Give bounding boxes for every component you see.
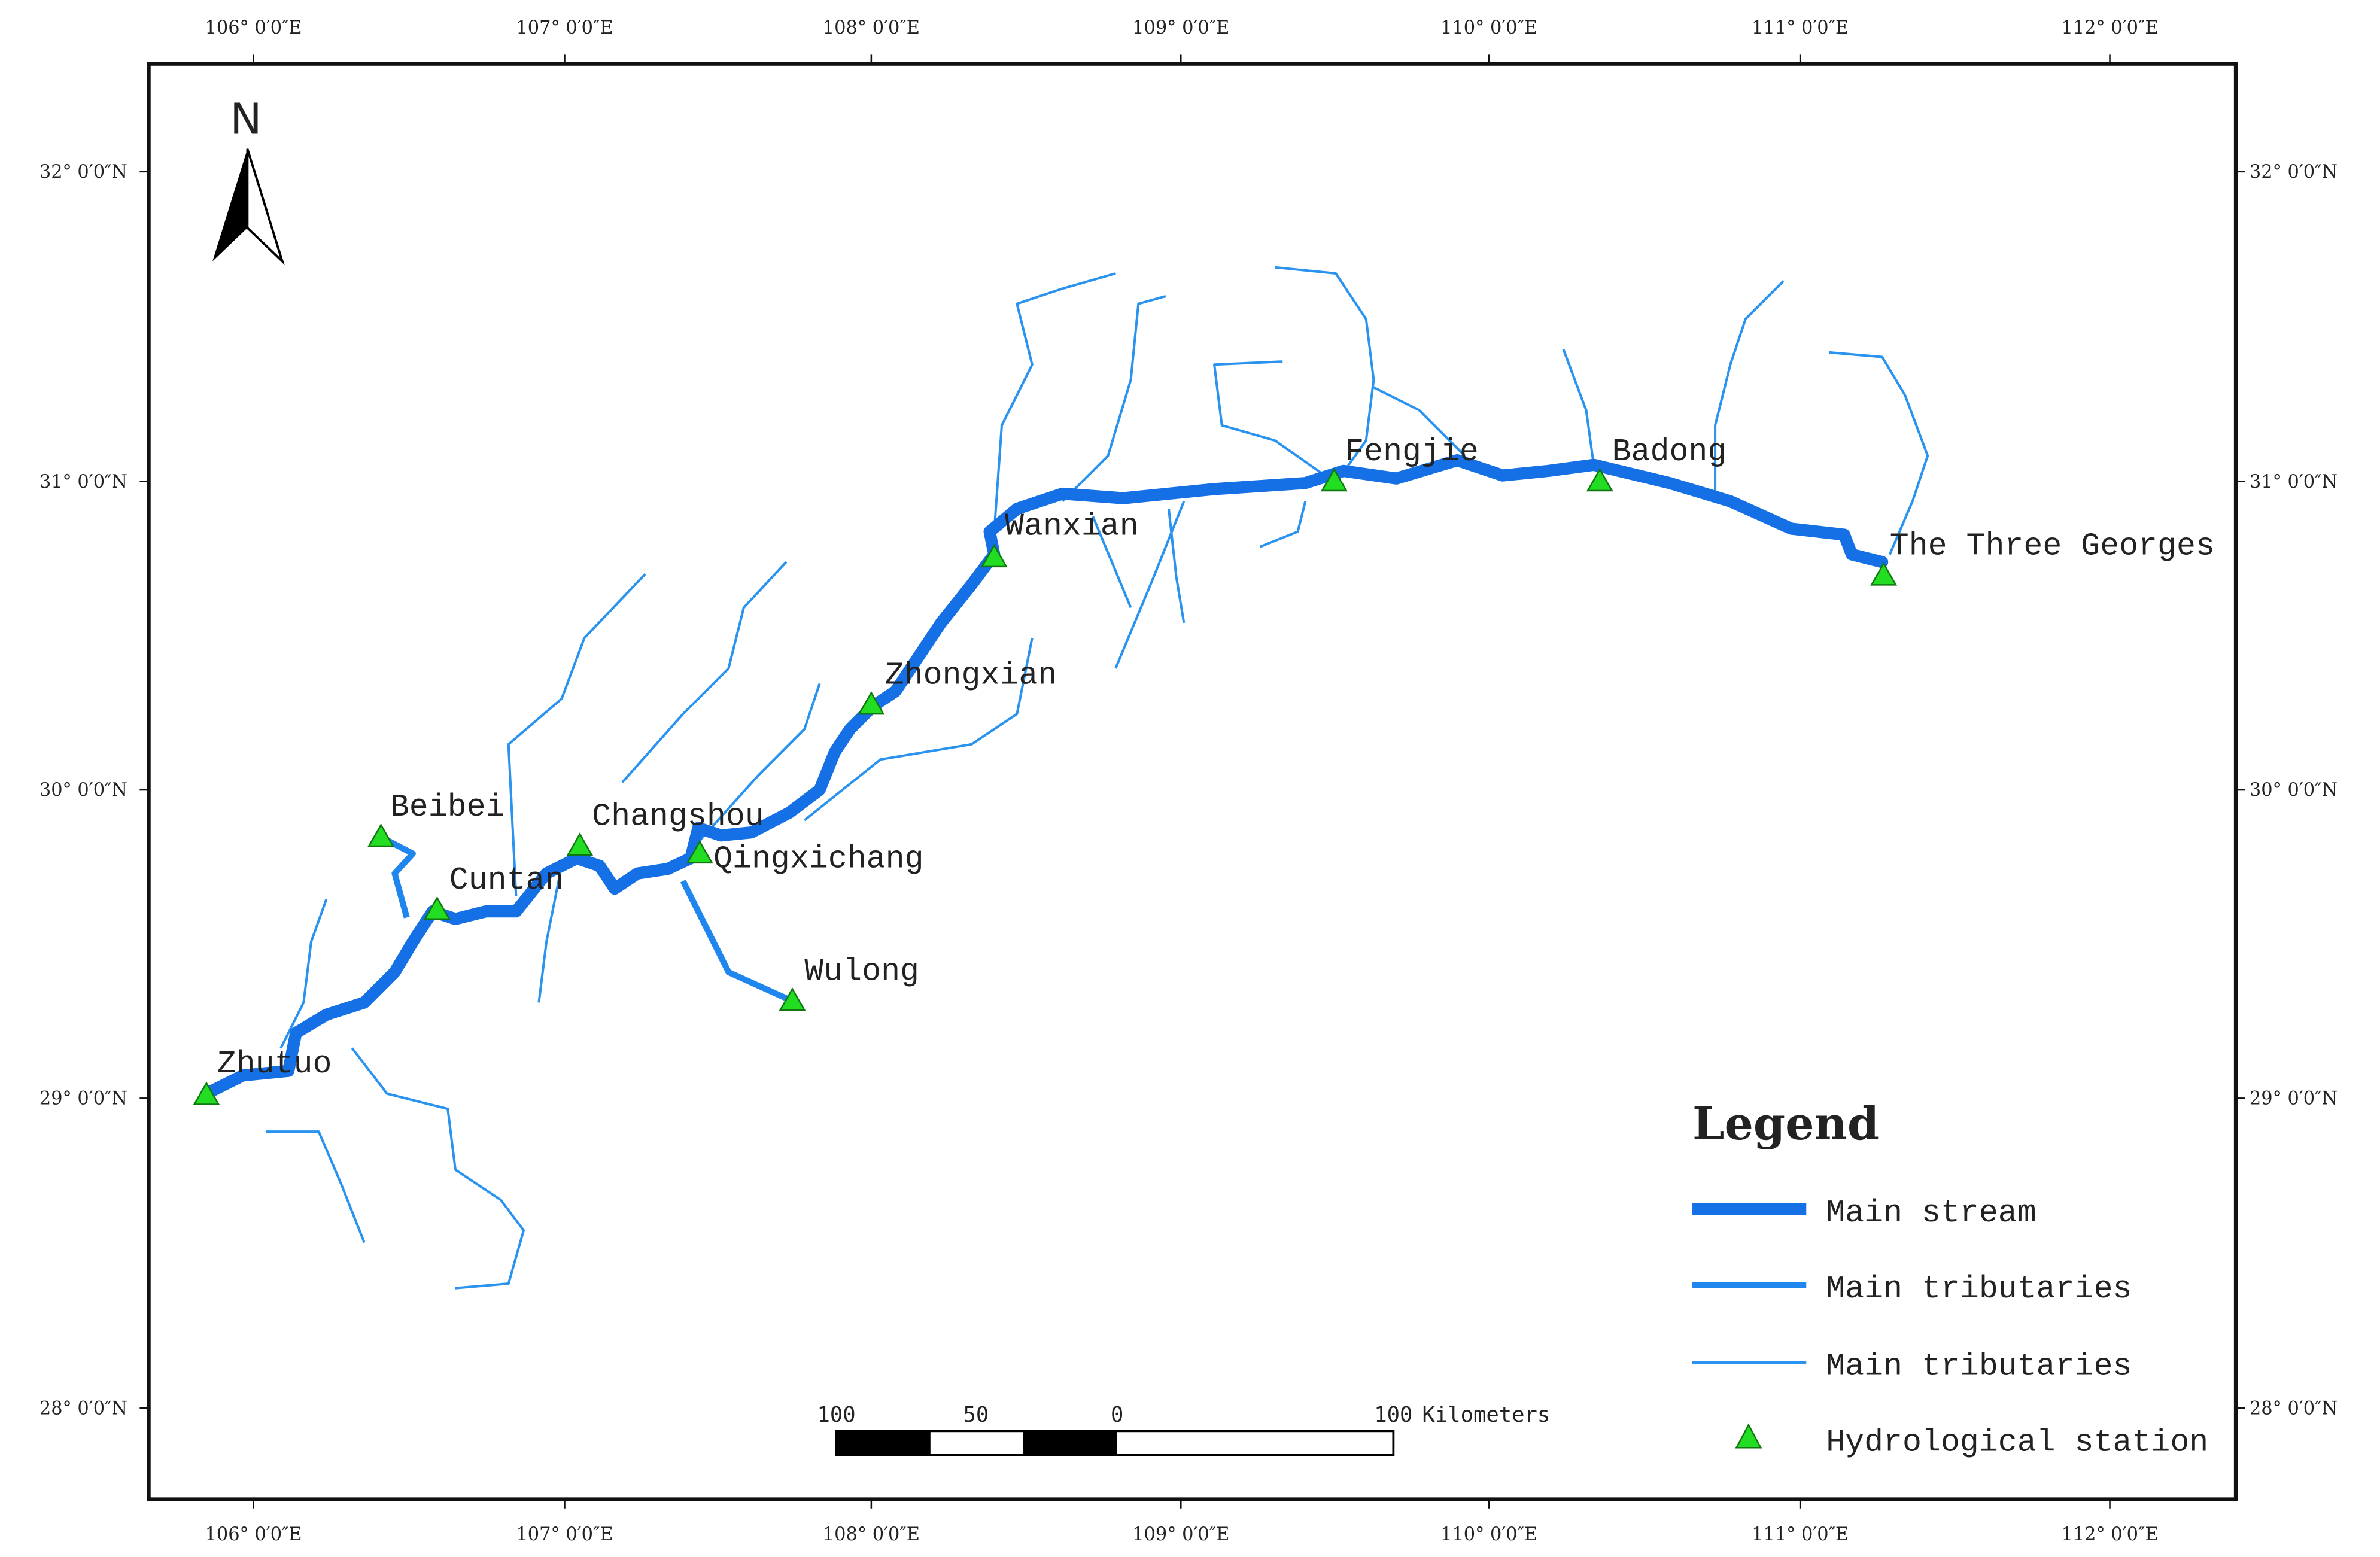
main-tributary [379, 834, 416, 919]
lon-label: 110° 0′0″E [1440, 17, 1537, 38]
tributary [1562, 349, 1595, 466]
lon-label: 108° 0′0″E [823, 1524, 920, 1545]
tributary [537, 865, 563, 1003]
tributary [1213, 360, 1337, 484]
tributary [507, 573, 646, 896]
tributary [1275, 266, 1375, 484]
lat-label: 29° 0′0″N [2250, 1088, 2338, 1109]
graticule: 106° 0′0″E 106° 0′0″E 107° 0′0″E 107° 0′0″E… [39, 17, 2338, 1545]
station-marker [686, 840, 713, 864]
scale-bar: 100 50 0 100 Kilometers [817, 1403, 1551, 1456]
tributary [265, 1130, 366, 1243]
scale-label: 50 [963, 1403, 989, 1427]
station-label: Cuntan [449, 862, 564, 898]
lon-label: 109° 0′0″E [1132, 1524, 1229, 1545]
lat-label: 31° 0′0″N [39, 472, 127, 492]
lat-label: 30° 0′0″N [2250, 780, 2338, 801]
scale-unit: Kilometers [1422, 1403, 1551, 1427]
north-label: N [230, 94, 262, 144]
lat-label: 32° 0′0″N [39, 162, 127, 183]
legend-title: Legend [1692, 1097, 1879, 1150]
lon-label: 107° 0′0″E [516, 1524, 613, 1545]
lat-label: 29° 0′0″N [39, 1088, 127, 1109]
lon-label: 106° 0′0″E [205, 1524, 302, 1545]
station-marker [779, 987, 806, 1011]
map-frame [147, 62, 2238, 1501]
station-label: Badong [1612, 434, 1727, 470]
legend-label: Hydrological station [1826, 1424, 2208, 1460]
lon-label: 112° 0′0″E [2061, 1524, 2158, 1545]
station-marker [980, 543, 1008, 568]
tributary [993, 272, 1116, 532]
lon-label: 109° 0′0″E [1132, 17, 1229, 38]
scale-segment [1023, 1431, 1117, 1455]
lon-label: 107° 0′0″E [516, 17, 613, 38]
tributary [1259, 501, 1307, 548]
lat-label: 28° 0′0″N [39, 1398, 127, 1419]
station-marker [566, 832, 594, 856]
main-tributary [680, 880, 794, 1004]
legend-swatch [1735, 1423, 1762, 1449]
station-marker [1870, 562, 1898, 586]
tributary [1092, 516, 1132, 609]
legend-label: Main stream [1826, 1195, 2036, 1231]
tributary [1829, 351, 1929, 555]
station-label: Changshou [592, 798, 764, 834]
lon-label: 111° 0′0″E [1752, 17, 1849, 38]
station-label: Zhutuo [217, 1046, 332, 1082]
legend-label: Main tributaries [1826, 1271, 2132, 1307]
lon-label: 108° 0′0″E [823, 17, 920, 38]
tributary [689, 683, 821, 852]
tributary [621, 561, 788, 783]
lon-label: 106° 0′0″E [205, 17, 302, 38]
station-marker [1586, 467, 1613, 492]
scale-segment [836, 1431, 931, 1455]
scale-label: 0 [1111, 1403, 1123, 1427]
scale-label: 100 [1374, 1403, 1412, 1427]
lon-label: 110° 0′0″E [1440, 1524, 1537, 1545]
stations: Zhutuo Beibei Cuntan Changshou Qingxichang Wu… [193, 434, 2215, 1105]
scale-label: 100 [817, 1403, 855, 1427]
station-label: Wanxian [1005, 509, 1139, 545]
station-label: The Three Georges [1890, 528, 2215, 564]
lat-label: 32° 0′0″N [2250, 162, 2338, 183]
station-marker [1320, 467, 1348, 492]
tributary [1373, 386, 1466, 457]
station-label: Fengjie [1345, 434, 1479, 470]
tributary [1714, 280, 1785, 501]
station-marker [423, 896, 451, 920]
tributary [803, 637, 1034, 822]
tributary [1114, 500, 1186, 669]
lon-label: 111° 0′0″E [1752, 1524, 1849, 1545]
station-label: Beibei [390, 789, 505, 825]
station-marker [193, 1081, 220, 1105]
arrow-half [246, 148, 285, 266]
station-label: Wulong [804, 953, 919, 989]
tributary [1062, 295, 1166, 503]
legend-label: Main tributaries [1826, 1348, 2132, 1384]
station-label: Qingxichang [713, 841, 923, 877]
lat-label: 31° 0′0″N [2250, 472, 2338, 492]
station-marker [858, 691, 885, 715]
tributary [351, 1047, 525, 1290]
station-marker [367, 823, 395, 847]
lon-label: 112° 0′0″E [2061, 17, 2158, 38]
station-label: Zhongxian [885, 657, 1057, 693]
tributaries [265, 266, 1929, 1290]
lat-label: 30° 0′0″N [39, 780, 127, 801]
tributary [279, 899, 328, 1049]
tributary [1167, 509, 1186, 624]
legend: Legend Main stream Main tributaries Main… [1692, 1097, 2208, 1460]
lat-label: 28° 0′0″N [2250, 1398, 2338, 1419]
